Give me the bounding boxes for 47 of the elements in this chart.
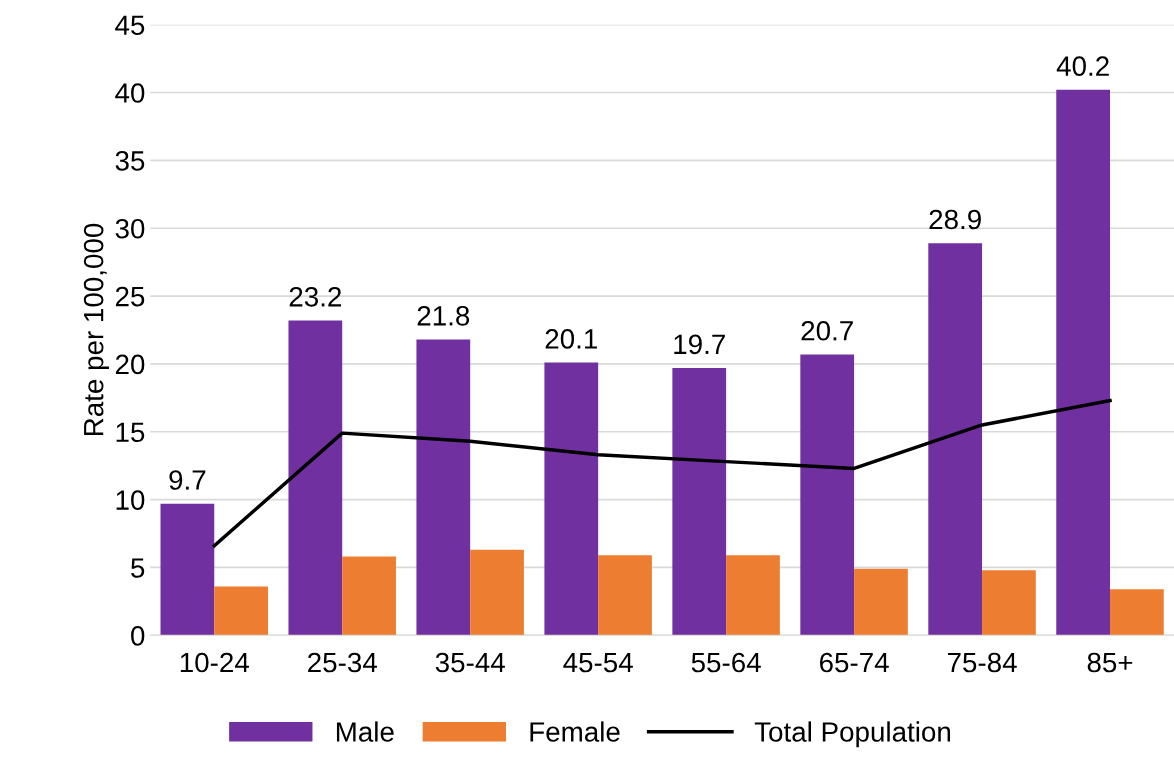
x-tick-label: 55-64 (691, 652, 761, 673)
bar (288, 320, 343, 636)
legend-label: Female (530, 721, 620, 742)
y-tick-label: 30 (115, 218, 145, 239)
bar (928, 243, 983, 636)
bar (726, 555, 780, 636)
y-axis-title: Rate per 100,000 (83, 223, 109, 436)
data-label: 21.8 (417, 305, 470, 326)
x-tick-label: 25-34 (308, 652, 377, 673)
line-series (212, 398, 1112, 548)
bar (598, 555, 652, 636)
x-tick-label: 35-44 (435, 652, 505, 673)
bar (854, 568, 908, 636)
data-label: 40.2 (1056, 56, 1109, 76)
x-tick-label: 65-74 (819, 652, 889, 673)
bar (982, 570, 1036, 636)
y-tick-label: 45 (115, 15, 145, 36)
x-tick-label: 75-84 (947, 652, 1017, 673)
x-tick-label: 10-24 (180, 652, 249, 673)
bar (214, 586, 268, 636)
y-tick-label: 0 (131, 625, 145, 646)
data-label: 23.2 (289, 287, 341, 307)
y-tick-label: 40 (115, 83, 145, 103)
y-tick-label: 35 (115, 151, 145, 171)
bar (800, 354, 855, 636)
bar (342, 556, 396, 636)
data-label: 9.7 (169, 470, 206, 490)
bar (160, 503, 215, 636)
y-tick-label: 25 (115, 286, 145, 307)
legend-label: Total Population (754, 721, 951, 748)
x-tick-label: 45-54 (563, 652, 633, 673)
data-label: 28.9 (929, 209, 981, 230)
bar (544, 362, 599, 636)
bar (1056, 89, 1111, 636)
y-tick-label: 5 (131, 558, 145, 578)
y-tick-label: 20 (115, 354, 145, 375)
data-label: 20.7 (801, 320, 853, 341)
bar (416, 339, 471, 636)
y-tick-label: 15 (116, 422, 145, 443)
data-label: 20.1 (545, 329, 597, 349)
bar (672, 367, 727, 636)
bar (1110, 589, 1164, 636)
legend-label: Male (336, 721, 394, 742)
data-label: 19.7 (674, 334, 725, 355)
bar (470, 549, 524, 636)
x-tick-label: 85+ (1087, 652, 1133, 673)
y-tick-label: 10 (116, 490, 145, 510)
